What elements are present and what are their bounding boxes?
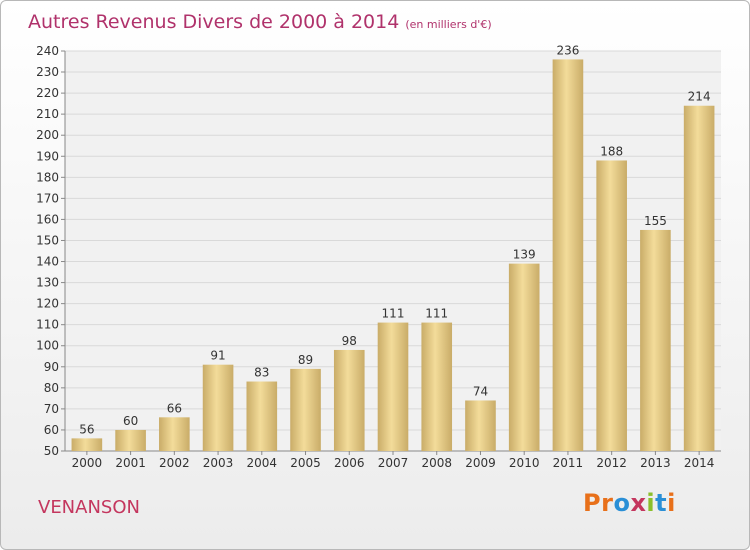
y-tick-label: 90 bbox=[44, 360, 59, 374]
x-tick-label: 2006 bbox=[334, 456, 365, 470]
bar-value-label: 60 bbox=[123, 414, 138, 428]
chart-subtitle: (en milliers d'€) bbox=[405, 18, 492, 31]
x-tick-label: 2012 bbox=[596, 456, 627, 470]
bar-value-label: 214 bbox=[688, 90, 711, 104]
y-tick-label: 140 bbox=[36, 255, 59, 269]
bar bbox=[683, 105, 715, 451]
x-tick-label: 2002 bbox=[159, 456, 190, 470]
bar bbox=[71, 438, 103, 451]
logo-letter: i bbox=[667, 489, 676, 517]
bar-value-label: 91 bbox=[210, 349, 225, 363]
bar bbox=[115, 429, 146, 451]
x-tick-label: 2001 bbox=[115, 456, 146, 470]
bar bbox=[377, 322, 409, 451]
x-tick-label: 2007 bbox=[378, 456, 409, 470]
x-tick-label: 2010 bbox=[509, 456, 540, 470]
bar bbox=[333, 349, 365, 451]
x-tick-label: 2004 bbox=[247, 456, 278, 470]
y-tick-label: 80 bbox=[44, 381, 59, 395]
bar-value-label: 236 bbox=[556, 43, 579, 57]
x-tick-label: 2000 bbox=[72, 456, 103, 470]
bar bbox=[246, 381, 278, 451]
chart-title: Autres Revenus Divers de 2000 à 2014 (en … bbox=[28, 11, 492, 33]
y-tick-label: 160 bbox=[36, 212, 59, 226]
bar-value-label: 155 bbox=[644, 214, 667, 228]
y-tick-label: 60 bbox=[44, 423, 59, 437]
bar-value-label: 111 bbox=[382, 307, 405, 321]
bar bbox=[596, 160, 627, 451]
bar bbox=[159, 417, 190, 451]
bar-value-label: 66 bbox=[167, 401, 182, 415]
x-tick-label: 2008 bbox=[421, 456, 452, 470]
bar-value-label: 56 bbox=[79, 422, 94, 436]
x-tick-label: 2013 bbox=[640, 456, 671, 470]
x-tick-label: 2005 bbox=[290, 456, 321, 470]
y-tick-label: 180 bbox=[36, 170, 59, 184]
x-tick-label: 2011 bbox=[553, 456, 584, 470]
bar bbox=[421, 322, 453, 451]
logo-letter: x bbox=[630, 489, 647, 517]
bar bbox=[552, 59, 584, 451]
y-tick-label: 100 bbox=[36, 339, 59, 353]
bar-value-label: 74 bbox=[473, 384, 488, 398]
bar bbox=[465, 400, 496, 451]
y-tick-label: 190 bbox=[36, 149, 59, 163]
y-tick-label: 130 bbox=[36, 276, 59, 290]
bar-value-label: 188 bbox=[600, 144, 623, 158]
bar bbox=[202, 364, 234, 451]
bar-value-label: 83 bbox=[254, 366, 269, 380]
logo-letter: P bbox=[583, 489, 602, 517]
proxiti-logo: Proxiti bbox=[583, 489, 676, 517]
y-tick-label: 220 bbox=[36, 86, 59, 100]
bar-value-label: 111 bbox=[425, 307, 448, 321]
bar bbox=[290, 368, 321, 451]
bar-value-label: 98 bbox=[342, 334, 357, 348]
y-tick-label: 210 bbox=[36, 107, 59, 121]
x-tick-label: 2009 bbox=[465, 456, 496, 470]
y-tick-label: 170 bbox=[36, 191, 59, 205]
y-tick-label: 120 bbox=[36, 297, 59, 311]
x-tick-label: 2014 bbox=[684, 456, 715, 470]
x-tick-label: 2003 bbox=[203, 456, 234, 470]
logo-letter: i bbox=[646, 489, 656, 517]
y-tick-label: 70 bbox=[44, 402, 59, 416]
y-tick-label: 200 bbox=[36, 128, 59, 142]
logo-letter: o bbox=[613, 489, 631, 517]
bar-value-label: 139 bbox=[513, 248, 536, 262]
bar bbox=[508, 263, 540, 451]
y-tick-label: 50 bbox=[44, 444, 59, 458]
commune-name: VENANSON bbox=[38, 497, 140, 518]
y-tick-label: 150 bbox=[36, 233, 59, 247]
bar-value-label: 89 bbox=[298, 353, 313, 367]
logo-letter: r bbox=[601, 489, 614, 517]
logo-letter: t bbox=[655, 489, 668, 517]
chart-title-text: Autres Revenus Divers de 2000 à 2014 bbox=[28, 11, 400, 33]
y-tick-label: 110 bbox=[36, 318, 59, 332]
bar bbox=[640, 229, 671, 451]
y-tick-label: 230 bbox=[36, 65, 59, 79]
y-tick-label: 240 bbox=[36, 44, 59, 58]
